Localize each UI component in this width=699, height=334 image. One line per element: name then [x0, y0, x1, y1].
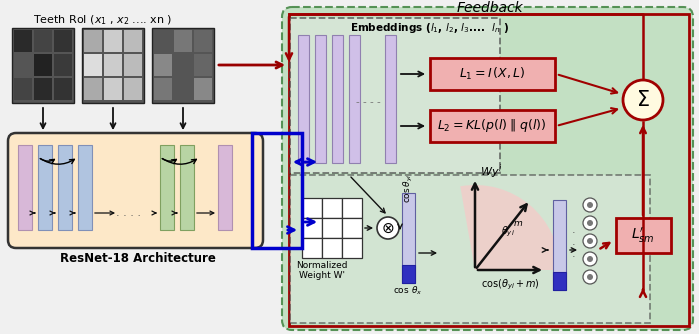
Circle shape: [377, 217, 399, 239]
Text: Feedback: Feedback: [456, 1, 524, 15]
Text: $m$: $m$: [513, 219, 523, 228]
Bar: [430, 58, 555, 90]
Bar: [322, 198, 342, 218]
Text: $L_1 = I\,(X,L)$: $L_1 = I\,(X,L)$: [459, 66, 525, 82]
Text: $Wy^i$: $Wy^i$: [480, 163, 502, 181]
Bar: [174, 78, 192, 100]
Bar: [298, 35, 309, 163]
Bar: [616, 218, 671, 253]
Bar: [302, 198, 322, 218]
Bar: [104, 54, 122, 76]
Bar: [154, 54, 172, 76]
Circle shape: [587, 238, 593, 244]
Bar: [194, 78, 212, 100]
Bar: [430, 110, 555, 142]
Bar: [174, 30, 192, 52]
Bar: [289, 14, 689, 326]
Circle shape: [583, 252, 597, 266]
Bar: [180, 145, 194, 230]
Bar: [160, 145, 174, 230]
Text: $\theta_{yi}$: $\theta_{yi}$: [501, 225, 515, 239]
Bar: [315, 35, 326, 163]
Bar: [154, 78, 172, 100]
Text: Normalized: Normalized: [296, 261, 347, 270]
Bar: [104, 78, 122, 100]
Bar: [14, 30, 32, 52]
Circle shape: [587, 256, 593, 262]
Bar: [18, 145, 32, 230]
Bar: [342, 198, 362, 218]
Bar: [34, 30, 52, 52]
Text: ResNet-18 Architecture: ResNet-18 Architecture: [60, 252, 216, 265]
Bar: [14, 54, 32, 76]
Bar: [58, 145, 72, 230]
Bar: [78, 145, 92, 230]
Bar: [302, 238, 322, 258]
Text: . . . .: . . . .: [115, 208, 140, 218]
Bar: [174, 54, 192, 76]
Bar: [342, 238, 362, 258]
Bar: [402, 193, 415, 283]
Bar: [104, 30, 122, 52]
Bar: [553, 200, 566, 290]
Text: $\otimes$: $\otimes$: [382, 220, 395, 235]
Bar: [349, 35, 360, 163]
Bar: [154, 30, 172, 52]
FancyBboxPatch shape: [8, 133, 263, 248]
Circle shape: [587, 274, 593, 280]
Bar: [290, 18, 500, 173]
Wedge shape: [460, 185, 560, 270]
Bar: [124, 54, 142, 76]
Bar: [152, 28, 214, 103]
Bar: [54, 54, 72, 76]
Circle shape: [583, 216, 597, 230]
Circle shape: [583, 270, 597, 284]
Bar: [290, 175, 650, 323]
Text: - - - -: - - - -: [356, 97, 380, 107]
Text: $\cos\theta_{yi}$: $\cos\theta_{yi}$: [401, 173, 415, 203]
Bar: [322, 218, 342, 238]
Bar: [124, 78, 142, 100]
FancyBboxPatch shape: [282, 7, 693, 330]
Bar: [14, 78, 32, 100]
Text: Weight W': Weight W': [299, 271, 345, 280]
Text: Teeth RoI ($x_1$ , $x_2$ .... xn ): Teeth RoI ($x_1$ , $x_2$ .... xn ): [34, 13, 173, 27]
Bar: [218, 145, 232, 230]
Circle shape: [623, 80, 663, 120]
Bar: [342, 218, 362, 238]
Circle shape: [587, 202, 593, 208]
Bar: [84, 78, 102, 100]
Bar: [385, 35, 396, 163]
Bar: [38, 145, 52, 230]
Bar: [84, 54, 102, 76]
Bar: [84, 30, 102, 52]
Circle shape: [587, 220, 593, 226]
Text: $\cos(\theta_{yi}+m)$: $\cos(\theta_{yi}+m)$: [481, 278, 540, 292]
Bar: [54, 30, 72, 52]
Bar: [12, 28, 74, 103]
Circle shape: [583, 234, 597, 248]
Bar: [34, 54, 52, 76]
Text: $L_2 = KL(p(l)\;\|\;q(l))$: $L_2 = KL(p(l)\;\|\;q(l))$: [438, 118, 547, 135]
Text: $\cos\,\theta_x$: $\cos\,\theta_x$: [394, 285, 423, 297]
Bar: [194, 30, 212, 52]
Bar: [194, 54, 212, 76]
Bar: [54, 78, 72, 100]
Bar: [34, 78, 52, 100]
Bar: [332, 35, 343, 163]
Bar: [124, 30, 142, 52]
Bar: [322, 238, 342, 258]
Text: $L_{sm}'$: $L_{sm}'$: [631, 225, 655, 244]
Bar: [252, 133, 302, 248]
Bar: [553, 272, 566, 290]
Circle shape: [583, 198, 597, 212]
Text: Embeddings ($l_1$, $l_2$, $l_3$....  $l_n$ ): Embeddings ($l_1$, $l_2$, $l_3$.... $l_n…: [350, 21, 509, 35]
Text: $\Sigma$: $\Sigma$: [636, 90, 650, 110]
Bar: [82, 28, 144, 103]
Bar: [402, 265, 415, 283]
Text: ·
·
·: · · ·: [572, 228, 576, 262]
Bar: [302, 218, 322, 238]
